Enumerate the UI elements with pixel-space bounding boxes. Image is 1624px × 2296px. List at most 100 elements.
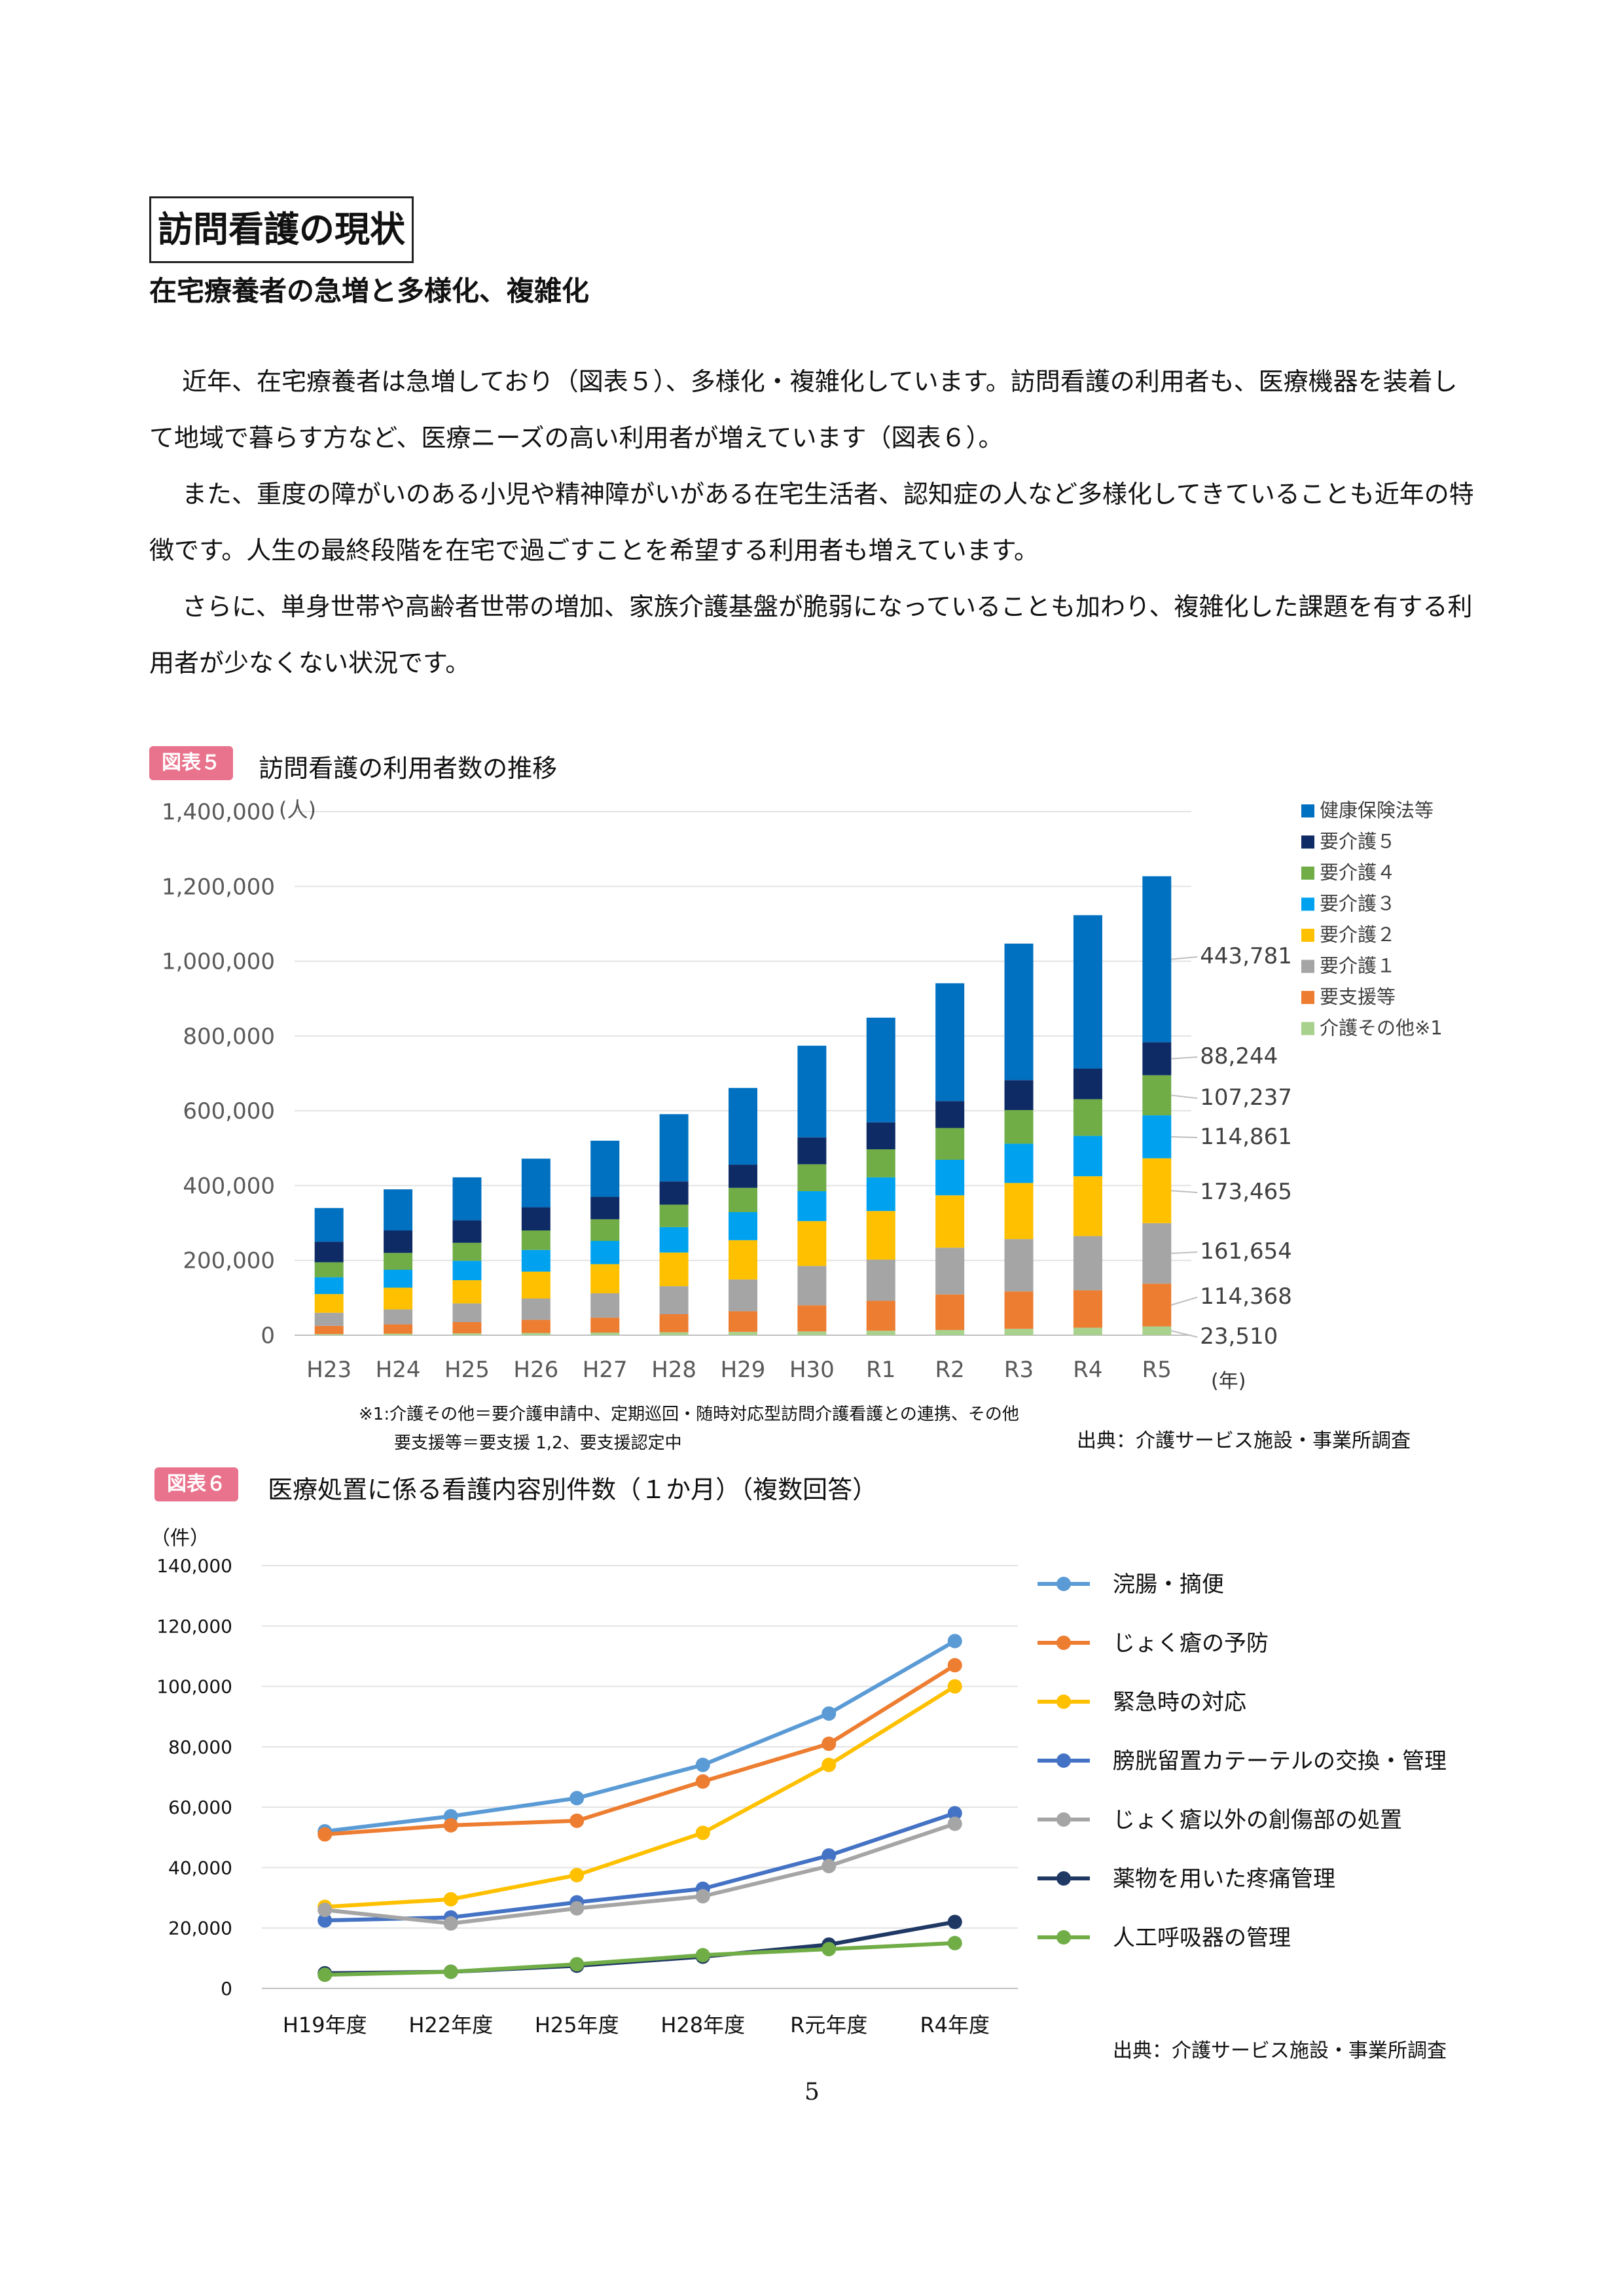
y-tick-label: 140,000 [156,1555,232,1577]
data-point [947,1935,962,1950]
data-label: 114,368 [1200,1283,1292,1310]
data-point [821,1757,837,1772]
y-tick-label: 0 [261,1323,275,1349]
bar-segment [452,1177,482,1221]
x-tick-label: R2 [935,1357,965,1383]
bar-segment [521,1158,550,1208]
data-point [947,1679,962,1694]
legend-swatch [1301,991,1314,1004]
bar-segment [521,1207,550,1230]
bar-segment [659,1252,689,1287]
data-point [317,1903,333,1918]
data-point [317,1967,333,1982]
series-line [324,1639,956,1834]
data-point [947,1816,962,1831]
bar-segment [1142,1158,1172,1223]
leader-line [1171,1330,1198,1338]
bar-segment [1073,915,1102,1069]
data-point [695,1825,710,1840]
leader-line [1171,956,1198,960]
bar-segment [1073,1236,1102,1291]
bar-segment [659,1114,689,1182]
bar-segment [314,1294,344,1313]
bar-segment [384,1333,413,1335]
x-tick-label: R4 [1073,1357,1102,1383]
legend-swatch [1301,1022,1314,1035]
x-tick-label: H19年度 [283,2013,367,2037]
legend-label: じょく瘡以外の創傷部の処置 [1113,1807,1402,1833]
bar-segment [797,1191,827,1221]
bar-segment [384,1253,413,1270]
y-tick-label: 0 [221,1978,232,2000]
bar-segment [521,1271,550,1299]
bar-segment [659,1286,689,1314]
figure5-x-unit: (年) [1211,1370,1246,1393]
bar-segment [1073,1176,1102,1236]
bar-segment [935,1128,965,1160]
x-tick-label: H26 [513,1357,558,1383]
bar-segment [590,1219,620,1241]
bar-segment [866,1017,895,1122]
figure5-note-1: ※1:介護その他＝要介護申請中、定期巡回・随時対応型訪問介護看護との連携、その他 [359,1405,1019,1424]
y-tick-label: 20,000 [168,1918,232,1939]
bar-segment [384,1324,413,1334]
data-point [947,1806,962,1821]
bar-segment [729,1311,757,1332]
data-point [821,1942,837,1957]
bar-segment [314,1325,344,1335]
bar-segment [1004,1291,1034,1329]
bar-segment [1142,1075,1172,1116]
legend-label: 浣腸・摘便 [1113,1571,1224,1598]
paragraph: また、重度の障がいのある小児や精神障がいがある在宅生活者、認知症の人など多様化し… [149,480,1474,565]
legend-label: 要介護５ [1320,831,1396,853]
bar-segment [521,1333,550,1335]
legend-swatch [1301,897,1314,911]
bar-segment [866,1331,895,1335]
bar-segment [935,1330,965,1335]
bar-segment [1073,1099,1102,1136]
data-label: 443,781 [1200,943,1292,969]
bar-segment [729,1331,757,1335]
data-label: 88,244 [1200,1043,1278,1069]
data-label: 107,237 [1200,1085,1292,1111]
data-point [695,1948,710,1963]
bar-segment [521,1319,550,1333]
bar-segment [452,1261,482,1280]
bar-segment [935,1101,965,1128]
data-point [695,1889,710,1904]
data-point [947,1914,962,1929]
bar-segment [797,1331,827,1335]
bar-segment [866,1149,895,1177]
legend-label: 介護その他※1 [1320,1017,1443,1039]
figure5-caption: 訪問看護の利用者数の推移 [259,754,558,783]
bar-segment [590,1241,620,1265]
legend-marker [1056,1695,1071,1709]
section-title: 訪問看護の現状 [149,196,414,263]
bar-segment [452,1280,482,1304]
figure6-source: 出典：介護サービス施設・事業所調査 [1113,2039,1447,2062]
data-label: 114,861 [1200,1124,1292,1150]
x-tick-label: H22年度 [408,2013,493,2037]
legend-label: 薬物を用いた疼痛管理 [1113,1866,1335,1892]
legend-swatch [1301,804,1314,817]
bar-segment [590,1318,620,1333]
bar-segment [1142,1115,1172,1158]
data-point [569,1867,585,1882]
data-point [947,1658,962,1673]
x-tick-label: H24 [376,1357,421,1383]
leader-line [1171,1136,1198,1138]
x-tick-label: R元年度 [790,2013,867,2037]
bar-segment [384,1270,413,1288]
bar-segment [1073,1068,1102,1100]
bar-segment [659,1227,689,1253]
figure6-y-unit: （件） [151,1527,209,1550]
legend-swatch [1301,867,1314,880]
bar-segment [935,1294,965,1330]
bar-segment [797,1221,827,1266]
bar-segment [1073,1136,1102,1177]
bar-segment [452,1242,482,1261]
bar-segment [590,1140,620,1197]
bar-segment [1073,1327,1102,1335]
bar-segment [729,1279,757,1312]
bar-segment [1004,1239,1034,1292]
